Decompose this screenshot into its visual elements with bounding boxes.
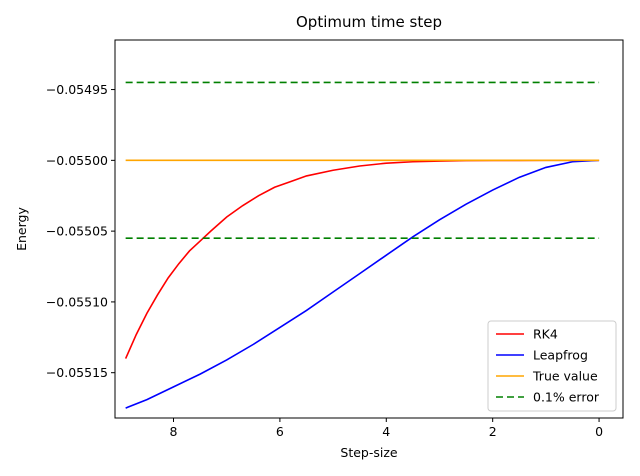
y-tick-label: −0.05510	[46, 294, 108, 309]
legend-label: RK4	[533, 327, 558, 342]
y-tick-label: −0.05495	[46, 82, 108, 97]
x-tick-label: 6	[276, 424, 284, 439]
x-axis-label: Step-size	[340, 445, 398, 460]
legend-label: 0.1% error	[533, 390, 600, 405]
plot-frame	[114, 39, 624, 419]
series-layer	[124, 81, 600, 409]
legend-label: Leapfrog	[533, 348, 588, 363]
y-tick-label: −0.05505	[46, 224, 108, 239]
legend-entries: RK4 Leapfrog True value 0.1% error	[496, 327, 600, 405]
y-axis-label: Energy	[14, 207, 29, 251]
x-ticks: 8 6 4 2 0	[170, 418, 603, 439]
x-tick-label: 8	[170, 424, 178, 439]
legend-label: True value	[532, 369, 598, 384]
y-tick-label: −0.05500	[46, 153, 108, 168]
y-tick-label: −0.05515	[46, 365, 108, 380]
legend: RK4 Leapfrog True value 0.1% error	[487, 320, 617, 412]
chart-title: Optimum time step	[296, 13, 442, 31]
series-line-leapfrog	[125, 159, 600, 409]
legend-box	[487, 320, 617, 412]
x-tick-label: 0	[595, 424, 603, 439]
x-tick-label: 4	[382, 424, 390, 439]
x-tick-label: 2	[489, 424, 497, 439]
y-ticks: −0.05495 −0.05500 −0.05505 −0.05510 −0.05515	[46, 82, 115, 380]
